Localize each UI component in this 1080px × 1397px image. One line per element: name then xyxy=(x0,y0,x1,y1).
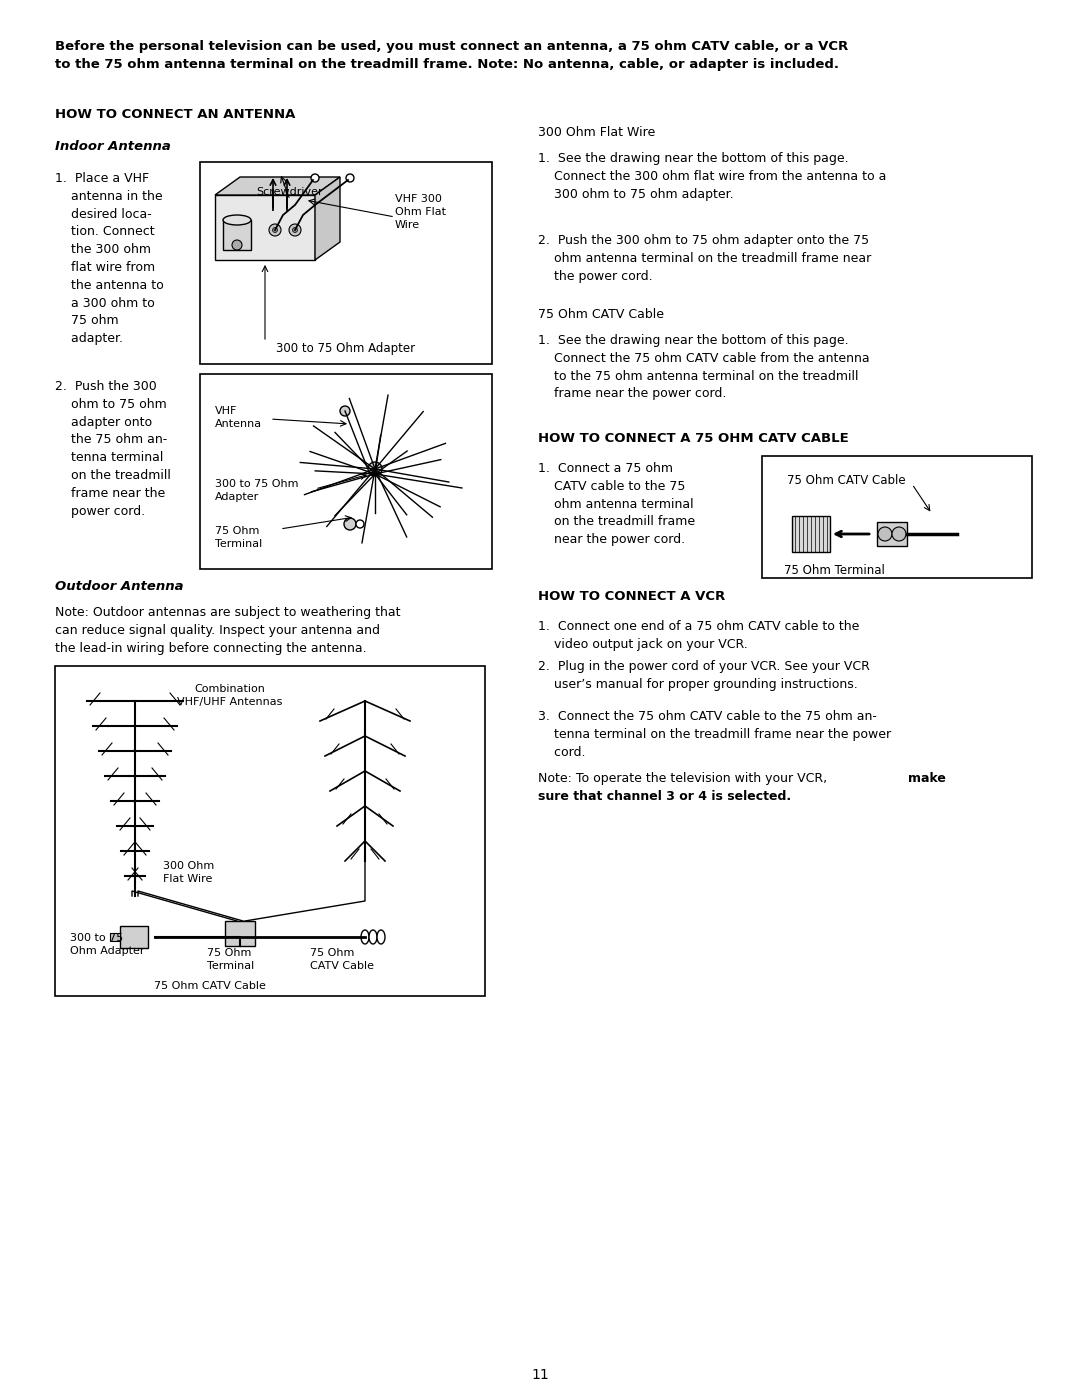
Polygon shape xyxy=(315,177,340,260)
Text: 1.  Place a VHF
    antenna in the
    desired loca-
    tion. Connect
    the 3: 1. Place a VHF antenna in the desired lo… xyxy=(55,172,164,345)
Bar xyxy=(222,219,251,250)
Text: 300 to 75 Ohm
Adapter: 300 to 75 Ohm Adapter xyxy=(215,479,298,502)
Text: 75 Ohm
Terminal: 75 Ohm Terminal xyxy=(207,949,254,971)
Text: HOW TO CONNECT A VCR: HOW TO CONNECT A VCR xyxy=(538,590,726,604)
Ellipse shape xyxy=(361,930,369,944)
Bar xyxy=(225,921,255,946)
Text: 300 Ohm Flat Wire: 300 Ohm Flat Wire xyxy=(538,126,656,138)
Circle shape xyxy=(293,228,297,232)
Text: Before the personal television can be used, you must connect an antenna, a 75 oh: Before the personal television can be us… xyxy=(55,41,848,71)
Bar xyxy=(215,196,315,260)
Text: sure that channel 3 or 4 is selected.: sure that channel 3 or 4 is selected. xyxy=(538,789,792,803)
Bar xyxy=(792,515,831,552)
Text: 1.  See the drawing near the bottom of this page.
    Connect the 75 ohm CATV ca: 1. See the drawing near the bottom of th… xyxy=(538,334,869,401)
Bar xyxy=(55,666,485,996)
Text: Outdoor Antenna: Outdoor Antenna xyxy=(55,580,184,592)
Text: Note: To operate the television with your VCR,: Note: To operate the television with you… xyxy=(538,773,832,785)
Circle shape xyxy=(311,175,319,182)
Circle shape xyxy=(272,228,278,232)
Text: VHF 300
Ohm Flat
Wire: VHF 300 Ohm Flat Wire xyxy=(395,194,446,231)
Text: 1.  Connect one end of a 75 ohm CATV cable to the
    video output jack on your : 1. Connect one end of a 75 ohm CATV cabl… xyxy=(538,620,860,651)
Bar xyxy=(110,933,120,942)
Circle shape xyxy=(356,520,364,528)
Text: 2.  Push the 300 ohm to 75 ohm adapter onto the 75
    ohm antenna terminal on t: 2. Push the 300 ohm to 75 ohm adapter on… xyxy=(538,235,872,282)
Text: 75 Ohm CATV Cable: 75 Ohm CATV Cable xyxy=(154,981,266,990)
Text: 75 Ohm CATV Cable: 75 Ohm CATV Cable xyxy=(787,474,906,488)
Text: 3.  Connect the 75 ohm CATV cable to the 75 ohm an-
    tenna terminal on the tr: 3. Connect the 75 ohm CATV cable to the … xyxy=(538,710,891,759)
Bar xyxy=(120,926,148,949)
Text: 75 Ohm
CATV Cable: 75 Ohm CATV Cable xyxy=(310,949,374,971)
Bar xyxy=(200,162,492,365)
Bar xyxy=(877,522,907,546)
Text: HOW TO CONNECT AN ANTENNA: HOW TO CONNECT AN ANTENNA xyxy=(55,108,295,122)
Text: Screwdriver: Screwdriver xyxy=(257,187,323,197)
Text: Note: Outdoor antennas are subject to weathering that
can reduce signal quality.: Note: Outdoor antennas are subject to we… xyxy=(55,606,401,655)
Text: 1.  Connect a 75 ohm
    CATV cable to the 75
    ohm antenna terminal
    on th: 1. Connect a 75 ohm CATV cable to the 75… xyxy=(538,462,696,546)
Text: 2.  Plug in the power cord of your VCR. See your VCR
    user’s manual for prope: 2. Plug in the power cord of your VCR. S… xyxy=(538,659,869,690)
Text: 300 Ohm
Flat Wire: 300 Ohm Flat Wire xyxy=(163,861,214,884)
Bar xyxy=(200,374,492,569)
Ellipse shape xyxy=(369,930,377,944)
Circle shape xyxy=(345,518,356,529)
Circle shape xyxy=(269,224,281,236)
Text: 11: 11 xyxy=(531,1368,549,1382)
Text: make: make xyxy=(908,773,946,785)
Bar xyxy=(762,455,1032,578)
Circle shape xyxy=(340,407,350,416)
Text: 75 Ohm CATV Cable: 75 Ohm CATV Cable xyxy=(538,307,664,321)
Text: 75 Ohm
Terminal: 75 Ohm Terminal xyxy=(215,527,262,549)
Text: VHF
Antenna: VHF Antenna xyxy=(215,407,262,429)
Circle shape xyxy=(368,462,382,476)
Circle shape xyxy=(346,175,354,182)
Ellipse shape xyxy=(222,215,251,225)
Text: 300 to 75 Ohm Adapter: 300 to 75 Ohm Adapter xyxy=(276,342,416,355)
Circle shape xyxy=(878,527,892,541)
Text: 300 to 75
Ohm Adapter: 300 to 75 Ohm Adapter xyxy=(70,933,145,956)
Circle shape xyxy=(289,224,301,236)
Polygon shape xyxy=(215,177,340,196)
Circle shape xyxy=(892,527,906,541)
Text: 75 Ohm Terminal: 75 Ohm Terminal xyxy=(784,564,885,577)
Text: 1.  See the drawing near the bottom of this page.
    Connect the 300 ohm flat w: 1. See the drawing near the bottom of th… xyxy=(538,152,887,201)
Text: Indoor Antenna: Indoor Antenna xyxy=(55,140,171,154)
Text: 2.  Push the 300
    ohm to 75 ohm
    adapter onto
    the 75 ohm an-
    tenna: 2. Push the 300 ohm to 75 ohm adapter on… xyxy=(55,380,171,518)
Circle shape xyxy=(232,240,242,250)
Ellipse shape xyxy=(377,930,384,944)
Text: HOW TO CONNECT A 75 OHM CATV CABLE: HOW TO CONNECT A 75 OHM CATV CABLE xyxy=(538,432,849,446)
Text: Combination
VHF/UHF Antennas: Combination VHF/UHF Antennas xyxy=(177,685,283,707)
